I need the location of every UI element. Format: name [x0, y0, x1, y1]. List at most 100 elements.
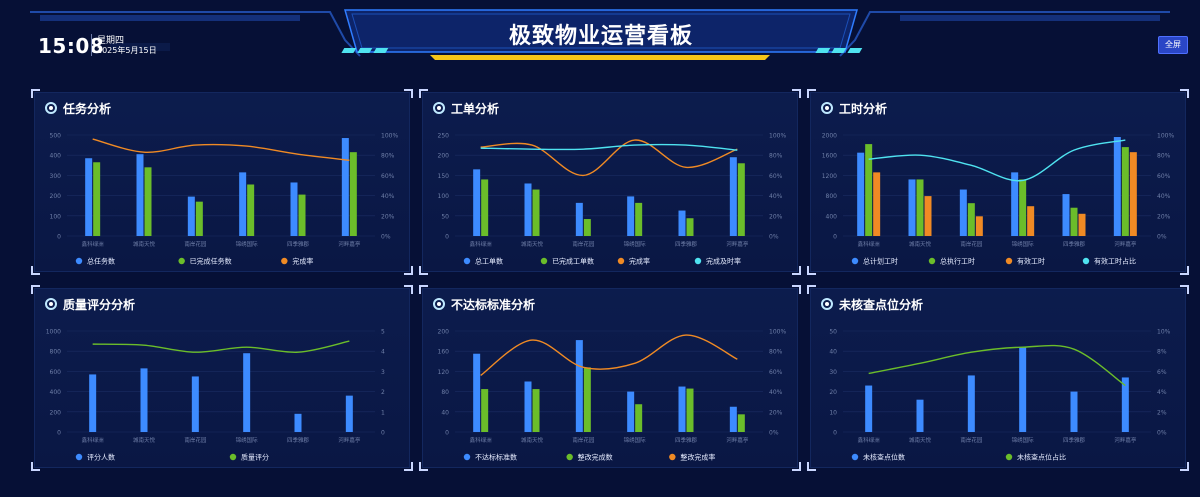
- y-tick-label: 400: [50, 153, 62, 160]
- line-series: [868, 139, 1126, 182]
- y2-tick-label: 0%: [769, 430, 779, 437]
- circle-dot-icon: [45, 298, 57, 310]
- x-tick-label: 南岸花园: [184, 436, 207, 444]
- page-title: 极致物业运营看板: [508, 24, 693, 49]
- x-tick-label: 锦绣国际: [624, 436, 647, 444]
- corner-decoration: [792, 89, 801, 98]
- bar: [583, 219, 591, 236]
- x-tick-label: 四季雅郡: [675, 436, 698, 444]
- panel-title: 任务分析: [45, 100, 111, 117]
- legend-label: 质量评分: [241, 453, 269, 462]
- x-tick-label: 南岸花园: [572, 436, 595, 444]
- bar: [140, 368, 148, 432]
- y-tick-label: 20: [829, 389, 837, 396]
- legend-marker: [669, 453, 676, 461]
- legend-marker: [463, 453, 471, 461]
- x-tick-label: 南岸花园: [960, 240, 983, 248]
- legend-label: 已完成工单数: [552, 257, 594, 266]
- legend-label: 完成率: [629, 257, 650, 266]
- bar: [1019, 179, 1027, 236]
- bar: [686, 388, 694, 432]
- x-tick-label: 南岸花园: [572, 240, 595, 248]
- x-tick-label: 锦绣国际: [1012, 436, 1035, 444]
- bar: [635, 404, 643, 432]
- y2-tick-label: 4: [381, 349, 385, 356]
- y2-tick-label: 80%: [769, 153, 783, 160]
- bar: [93, 162, 101, 236]
- x-tick-label: 城南天悦: [521, 436, 544, 444]
- y-tick-label: 0: [445, 234, 449, 241]
- y-tick-label: 100: [438, 193, 450, 200]
- corner-decoration: [31, 285, 40, 294]
- y2-tick-label: 60%: [381, 173, 395, 180]
- bar: [298, 194, 306, 236]
- bar: [191, 376, 199, 432]
- bar: [1129, 152, 1137, 236]
- y2-tick-label: 80%: [381, 153, 395, 160]
- y2-tick-label: 80%: [1157, 153, 1171, 160]
- legend-marker: [540, 257, 548, 265]
- bar: [294, 413, 302, 432]
- legend-marker: [75, 257, 83, 265]
- bar: [481, 179, 489, 236]
- x-tick-label: 鑫科绿洲: [470, 436, 493, 444]
- x-tick-label: 鑫科绿洲: [82, 240, 105, 248]
- workhour-chart: 0 400 800 1200 1600 2000 0% 20% 40% 60% 80% 100% 鑫科绿…: [822, 133, 1175, 266]
- bar: [865, 385, 873, 432]
- y-tick-label: 1600: [822, 153, 837, 160]
- y2-tick-label: 0%: [381, 234, 391, 241]
- x-tick-label: 锦绣国际: [1012, 240, 1035, 248]
- y2-tick-label: 40%: [769, 389, 783, 396]
- corner-decoration: [419, 285, 428, 294]
- y2-tick-label: 40%: [1157, 193, 1171, 200]
- line-series: [92, 340, 350, 353]
- corner-decoration: [404, 462, 413, 471]
- header: 15:08 星期四 2025年5月15日 极致物业运营看板 全屏: [0, 0, 1200, 78]
- circle-dot-icon: [45, 102, 57, 114]
- bar: [924, 196, 932, 236]
- panel-title-text: 质量评分分析: [63, 298, 136, 312]
- panel-title: 工时分析: [821, 100, 887, 117]
- bar: [532, 189, 540, 236]
- legend-marker: [463, 257, 471, 265]
- unchecked-points-chart: 0 10 20 30 40 50 0% 2% 4% 6% 8% 10% 鑫科绿洲 城南天悦 南岸花园 锦绣国际…: [829, 329, 1170, 462]
- workorder-chart: 0 50 100 150 200 250 0% 20% 40% 60% 80% 100% 鑫科绿洲 城南天…: [438, 133, 787, 266]
- y2-tick-label: 6%: [1157, 369, 1167, 376]
- bar: [686, 218, 694, 236]
- bar: [678, 210, 686, 236]
- y2-tick-label: 0%: [1157, 430, 1167, 437]
- bar: [195, 201, 203, 236]
- y2-tick-label: 20%: [769, 213, 783, 220]
- bar: [737, 163, 745, 236]
- y2-tick-label: 20%: [381, 213, 395, 220]
- panel-title: 质量评分分析: [45, 296, 135, 313]
- legend-label: 未核查点位数: [863, 453, 905, 462]
- legend-label: 总工单数: [475, 257, 503, 266]
- x-tick-label: 四季雅郡: [1063, 240, 1086, 248]
- fullscreen-button[interactable]: 全屏: [1158, 36, 1188, 54]
- circle-dot-icon: [821, 102, 833, 114]
- nonconformance-chart: 0 40 80 120 160 200 0% 20% 40% 60% 80% 100% 鑫科绿洲 城南天悦…: [438, 329, 787, 462]
- legend-marker: [566, 453, 573, 461]
- y-tick-label: 200: [438, 329, 450, 336]
- y2-tick-label: 100%: [769, 329, 786, 336]
- y-tick-label: 80: [441, 389, 449, 396]
- x-tick-label: 四季雅郡: [675, 240, 698, 248]
- x-tick-label: 四季雅郡: [287, 436, 310, 444]
- bar: [873, 172, 881, 236]
- panel-workhour-analysis: 工时分析 0 400 800 1200 1600 2000 0% 20% 40% 60% 80% 10…: [807, 89, 1189, 275]
- x-tick-label: 城南天悦: [909, 240, 932, 248]
- line-series: [92, 138, 350, 161]
- legend-marker: [229, 453, 237, 461]
- panel-title: 未核查点位分析: [821, 296, 923, 313]
- x-tick-label: 锦绣国际: [236, 436, 259, 444]
- x-tick-label: 河畔嘉亭: [338, 240, 361, 248]
- y2-tick-label: 2: [381, 389, 385, 396]
- y2-tick-label: 40%: [381, 193, 395, 200]
- corner-decoration: [807, 462, 816, 471]
- x-tick-label: 河畔嘉亭: [726, 240, 749, 248]
- bar: [967, 203, 975, 236]
- panel-title: 工单分析: [433, 100, 499, 117]
- legend-label: 未核查点位占比: [1017, 453, 1066, 462]
- bar: [627, 196, 635, 236]
